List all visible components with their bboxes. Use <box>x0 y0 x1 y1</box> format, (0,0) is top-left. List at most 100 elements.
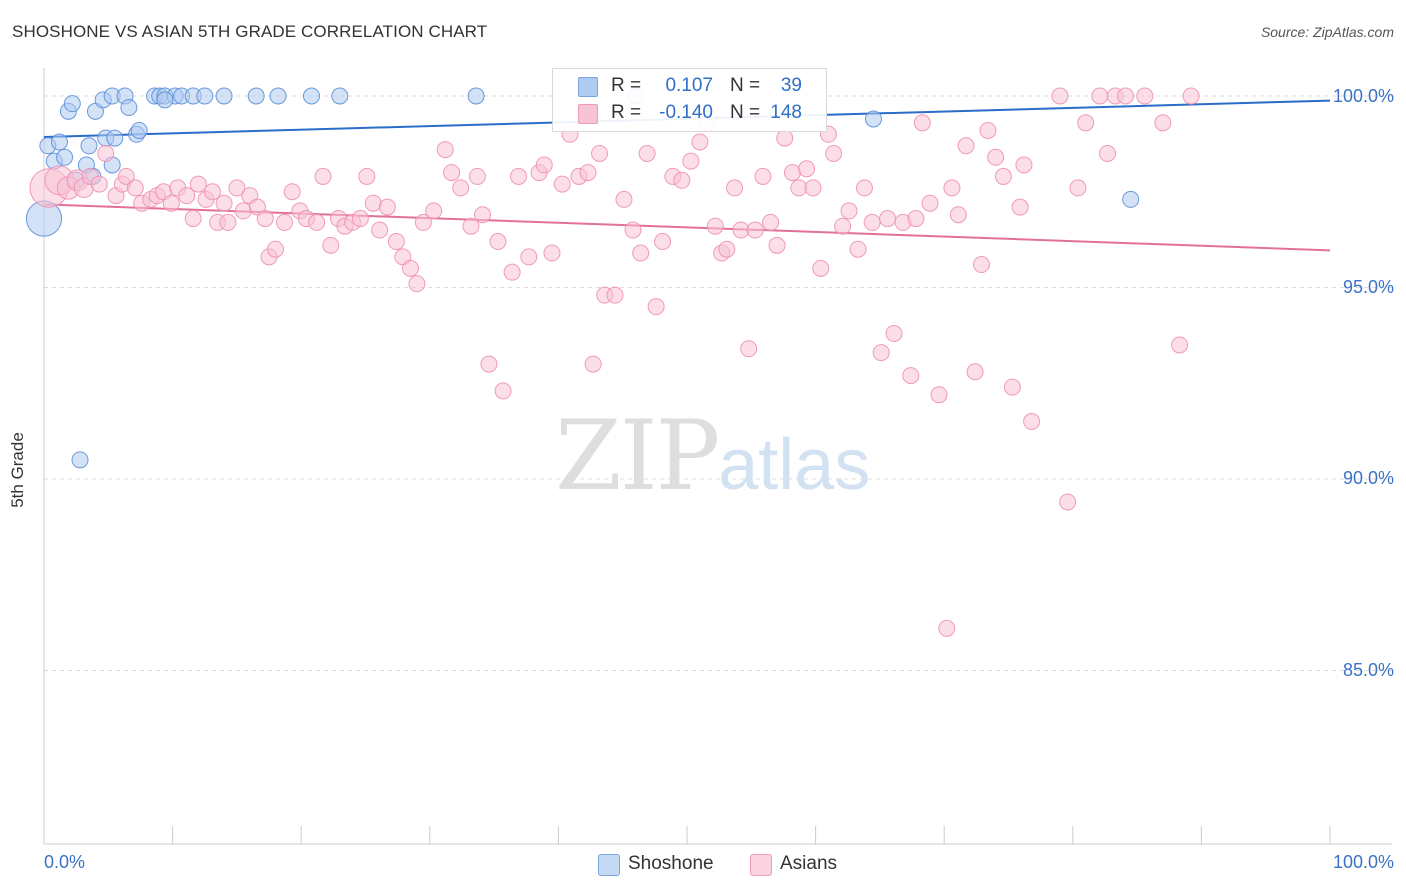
asians-point <box>90 175 108 193</box>
asians-point <box>825 144 843 162</box>
asians-swatch <box>578 104 598 124</box>
asians-point <box>414 213 432 231</box>
asians-point <box>1059 493 1077 511</box>
asians-point <box>706 217 724 235</box>
stats-row-shoshone: R = 0.107 N = 39 <box>553 73 826 99</box>
asians-point <box>97 144 115 162</box>
shoshone-point <box>864 110 882 128</box>
data-points <box>25 87 1200 637</box>
asians-point <box>215 194 233 212</box>
asians-point <box>425 202 443 220</box>
legend-item-shoshone[interactable]: Shoshone <box>598 851 728 879</box>
asians-point <box>938 619 956 637</box>
x-tick-label: 0.0% <box>44 852 86 872</box>
asians-point <box>768 236 786 254</box>
asians-point <box>654 233 672 251</box>
asians-point <box>579 164 597 182</box>
asians-point <box>726 179 744 197</box>
asians-point <box>943 179 961 197</box>
shoshone-point <box>156 91 174 109</box>
shoshone-point <box>56 148 74 166</box>
asians-point <box>1069 179 1087 197</box>
asians-point <box>203 183 221 201</box>
n-value: 148 <box>770 102 802 123</box>
asians-point <box>591 144 609 162</box>
series-legend: Shoshone Asians <box>0 851 1406 879</box>
r-label: R = <box>611 75 642 96</box>
shoshone-point <box>106 129 124 147</box>
asians-point <box>1171 336 1189 354</box>
asians-point <box>1117 87 1135 105</box>
asians-point <box>872 344 890 362</box>
asians-point <box>913 114 931 132</box>
asians-point <box>949 206 967 224</box>
asians-point <box>117 167 135 185</box>
asians-point <box>178 187 196 205</box>
asians-point <box>682 152 700 170</box>
asians-point <box>480 355 498 373</box>
asians-swatch <box>750 854 772 876</box>
asians-point <box>762 213 780 231</box>
stats-row-asians: R = -0.140 N = 148 <box>553 100 826 126</box>
asians-point <box>1136 87 1154 105</box>
asians-point <box>364 194 382 212</box>
shoshone-point <box>1122 190 1140 208</box>
y-tick-label: 95.0% <box>1342 277 1394 297</box>
asians-point <box>790 179 808 197</box>
asians-point <box>840 202 858 220</box>
asians-point <box>606 286 624 304</box>
y-tick-label: 100.0% <box>1332 86 1394 106</box>
shoshone-point <box>302 87 320 105</box>
n-label: N = <box>730 75 761 96</box>
asians-point <box>812 259 830 277</box>
asians-point <box>378 198 396 216</box>
asians-point <box>452 179 470 197</box>
asians-point <box>510 167 528 185</box>
asians-point <box>804 179 822 197</box>
asians-point <box>1099 144 1117 162</box>
asians-point <box>902 367 920 385</box>
asians-point <box>718 240 736 258</box>
asians-point <box>615 190 633 208</box>
asians-point <box>1003 378 1021 396</box>
r-value: -0.140 <box>659 102 713 123</box>
shoshone-point <box>63 95 81 113</box>
asians-point <box>162 194 180 212</box>
legend-label: Shoshone <box>628 853 714 874</box>
y-axis-label: 5th Grade <box>8 432 27 508</box>
shoshone-point <box>130 121 148 139</box>
asians-point <box>283 183 301 201</box>
asians-point <box>638 144 656 162</box>
shoshone-point <box>196 87 214 105</box>
asians-point <box>987 148 1005 166</box>
asians-point <box>228 179 246 197</box>
asians-point <box>358 167 376 185</box>
asians-point <box>1182 87 1200 105</box>
shoshone-swatch <box>598 854 620 876</box>
asians-point <box>691 133 709 151</box>
shoshone-point <box>247 87 265 105</box>
asians-point <box>584 355 602 373</box>
asians-point <box>930 386 948 404</box>
asians-point <box>1011 198 1029 216</box>
asians-point <box>503 263 521 281</box>
asians-point <box>994 167 1012 185</box>
asians-point <box>266 240 284 258</box>
stats-legend: R = 0.107 N = 39 R = -0.140 N = 148 <box>552 68 827 132</box>
asians-point <box>740 340 758 358</box>
asians-point <box>885 324 903 342</box>
asians-point <box>1023 413 1041 431</box>
legend-item-asians[interactable]: Asians <box>750 851 850 879</box>
asians-point <box>1015 156 1033 174</box>
shoshone-point <box>331 87 349 105</box>
asians-point <box>1091 87 1109 105</box>
asians-point <box>474 206 492 224</box>
asians-point <box>1051 87 1069 105</box>
asians-point <box>468 167 486 185</box>
chart-title: SHOSHONE VS ASIAN 5TH GRADE CORRELATION … <box>12 22 488 41</box>
asians-point <box>314 167 332 185</box>
asians-point <box>907 210 925 228</box>
shoshone-swatch <box>578 77 598 97</box>
asians-point <box>921 194 939 212</box>
y-tick-label: 85.0% <box>1342 660 1394 680</box>
